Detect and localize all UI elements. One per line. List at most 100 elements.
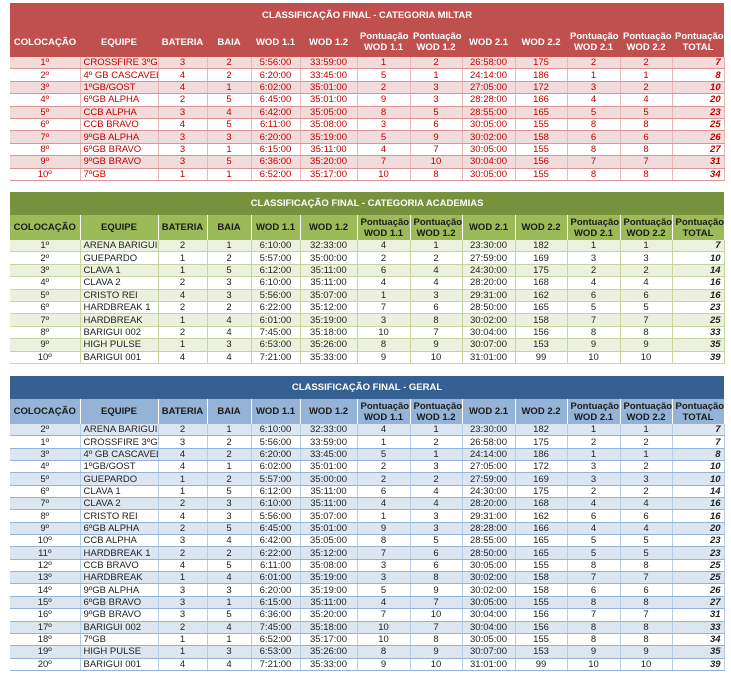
cell: 7 (410, 596, 463, 610)
cell: 8 (620, 326, 673, 340)
cell: 3 (207, 509, 252, 523)
cell: 7 (357, 301, 411, 315)
cell: 7 (357, 155, 411, 169)
cell: 6:45:00 (251, 522, 301, 536)
column-header: EQUIPE (80, 27, 158, 57)
cell: 4 (158, 289, 208, 302)
column-header: Pontuação TOTAL (672, 399, 725, 424)
cell: 10 (567, 658, 621, 671)
cell: 10 (357, 633, 411, 647)
cell: 6 (410, 118, 463, 132)
cell: 6 (567, 130, 621, 144)
cell: 1 (567, 240, 621, 253)
column-header: WOD 2.2 (515, 27, 567, 57)
cell: 28:50:00 (462, 546, 516, 560)
cell: 27:59:00 (462, 472, 516, 486)
cell: 7 (620, 571, 673, 585)
cell: 35:11:00 (300, 596, 358, 610)
cell: 3 (158, 534, 208, 548)
column-header: Pontuação WOD 1.2 (410, 27, 462, 57)
cell: 3 (158, 143, 208, 157)
cell: 2º (10, 251, 81, 265)
cell: 4 (620, 522, 673, 536)
cell: 30:05:00 (462, 559, 516, 573)
column-header: BATERIA (158, 27, 207, 57)
cell: 10 (620, 658, 673, 671)
data-row: 9º HIGH PULSE 1 3 6:53:00 35:26:00 8 9 30:07:00 1… (10, 338, 725, 352)
cell: 3 (357, 118, 411, 132)
cell: 35 (672, 645, 725, 659)
cell: 6:36:00 (251, 155, 301, 169)
cell: 30:05:00 (462, 168, 516, 181)
cell: 35:12:00 (300, 301, 358, 315)
cell: 6:53:00 (251, 338, 301, 352)
data-row: 9º 6ºGB ALPHA 2 5 6:45:00 35:01:00 9 3 28:28:00 1… (10, 522, 725, 536)
data-row: 5º CRISTO REI 4 3 5:56:00 35:07:00 1 3 29:31:00 1… (10, 289, 725, 302)
cell: 6:10:00 (251, 240, 301, 253)
cell: 31:01:00 (462, 351, 516, 364)
cell: 28:28:00 (462, 93, 516, 107)
cell: 3º (10, 264, 81, 278)
cell: 2 (158, 93, 208, 107)
cell: ARENA BARIGUI (80, 424, 159, 437)
data-row: 2º GUEPARDO 1 2 5:57:00 35:00:00 2 2 27:59:00 169… (10, 251, 725, 265)
column-header: Pontuação WOD 1.2 (410, 399, 463, 424)
cell: 9 (567, 645, 621, 659)
cell: 7º (10, 130, 81, 144)
cell: CROSSFIRE 3ºGB (80, 435, 159, 449)
data-row: 6º CLAVA 1 1 5 6:12:00 35:11:00 6 4 24:30:00 175 2… (10, 485, 725, 499)
cell: 35:19:00 (300, 583, 358, 597)
cell: 20 (672, 93, 725, 107)
cell: 6 (620, 509, 673, 523)
column-header: BATERIA (158, 215, 208, 240)
cell: 6:10:00 (251, 276, 301, 290)
cell: 3 (158, 130, 208, 144)
cell: 8 (672, 68, 725, 82)
cell: 34 (672, 633, 725, 647)
cell: 4 (620, 93, 673, 107)
cell: 4 (158, 460, 208, 474)
cell: 7ºGB (80, 633, 159, 647)
data-row: 11º HARDBREAK 1 2 2 6:22:00 35:12:00 7 6 28:50:0… (10, 546, 725, 560)
cell: 1 (567, 424, 621, 437)
cell: 8 (357, 534, 411, 548)
cell: 17º (10, 621, 81, 634)
cell: 7 (672, 240, 725, 253)
cell: 2 (410, 435, 463, 449)
column-header: Pontuação WOD 2.1 (567, 399, 621, 424)
column-header: WOD 2.1 (462, 215, 516, 240)
cell: 165 (515, 546, 568, 560)
cell: 3 (207, 645, 252, 659)
cell: 8º (10, 326, 81, 340)
cell: 24:14:00 (462, 68, 516, 82)
cell: 1 (158, 338, 208, 352)
table-block: CLASSIFICAÇÃO FINAL - CATEGORIA ACADEMIA… (10, 192, 725, 364)
column-header: Pontuação WOD 2.1 (567, 27, 620, 57)
table-title: CLASSIFICAÇÃO FINAL - CATEGORIA MILTAR (10, 3, 725, 27)
cell: 2 (158, 497, 208, 511)
cell: 28:28:00 (462, 522, 516, 536)
cell: 4 (567, 93, 621, 107)
cell: 10 (410, 155, 463, 169)
cell: CLAVA 1 (80, 264, 159, 278)
cell: 3 (410, 522, 463, 536)
cell: 155 (515, 596, 568, 610)
data-row: 6º HARDBREAK 1 2 2 6:22:00 35:12:00 7 6 28:50:00… (10, 301, 725, 315)
cell: 5 (620, 106, 673, 119)
cell: 2 (158, 424, 208, 437)
cell: 6º (10, 301, 81, 315)
cell: CCB BRAVO (80, 559, 159, 573)
cell: 3 (158, 596, 208, 610)
cell: 6:12:00 (251, 485, 301, 499)
cell: 34 (672, 168, 725, 181)
cell: 5 (357, 583, 411, 597)
cell: 7º (10, 497, 81, 511)
cell: 5 (207, 264, 252, 278)
cell: 7 (620, 155, 673, 169)
cell: 3 (620, 472, 673, 486)
cell: 35:05:00 (300, 534, 358, 548)
cell: 30:02:00 (462, 313, 516, 327)
header-row: COLOCAÇÃO EQUIPE BATERIA BAIA WOD 1.1 WOD 1.2… (10, 215, 725, 240)
cell: 9ºGB ALPHA (80, 583, 159, 597)
cell: 1º (10, 57, 81, 70)
